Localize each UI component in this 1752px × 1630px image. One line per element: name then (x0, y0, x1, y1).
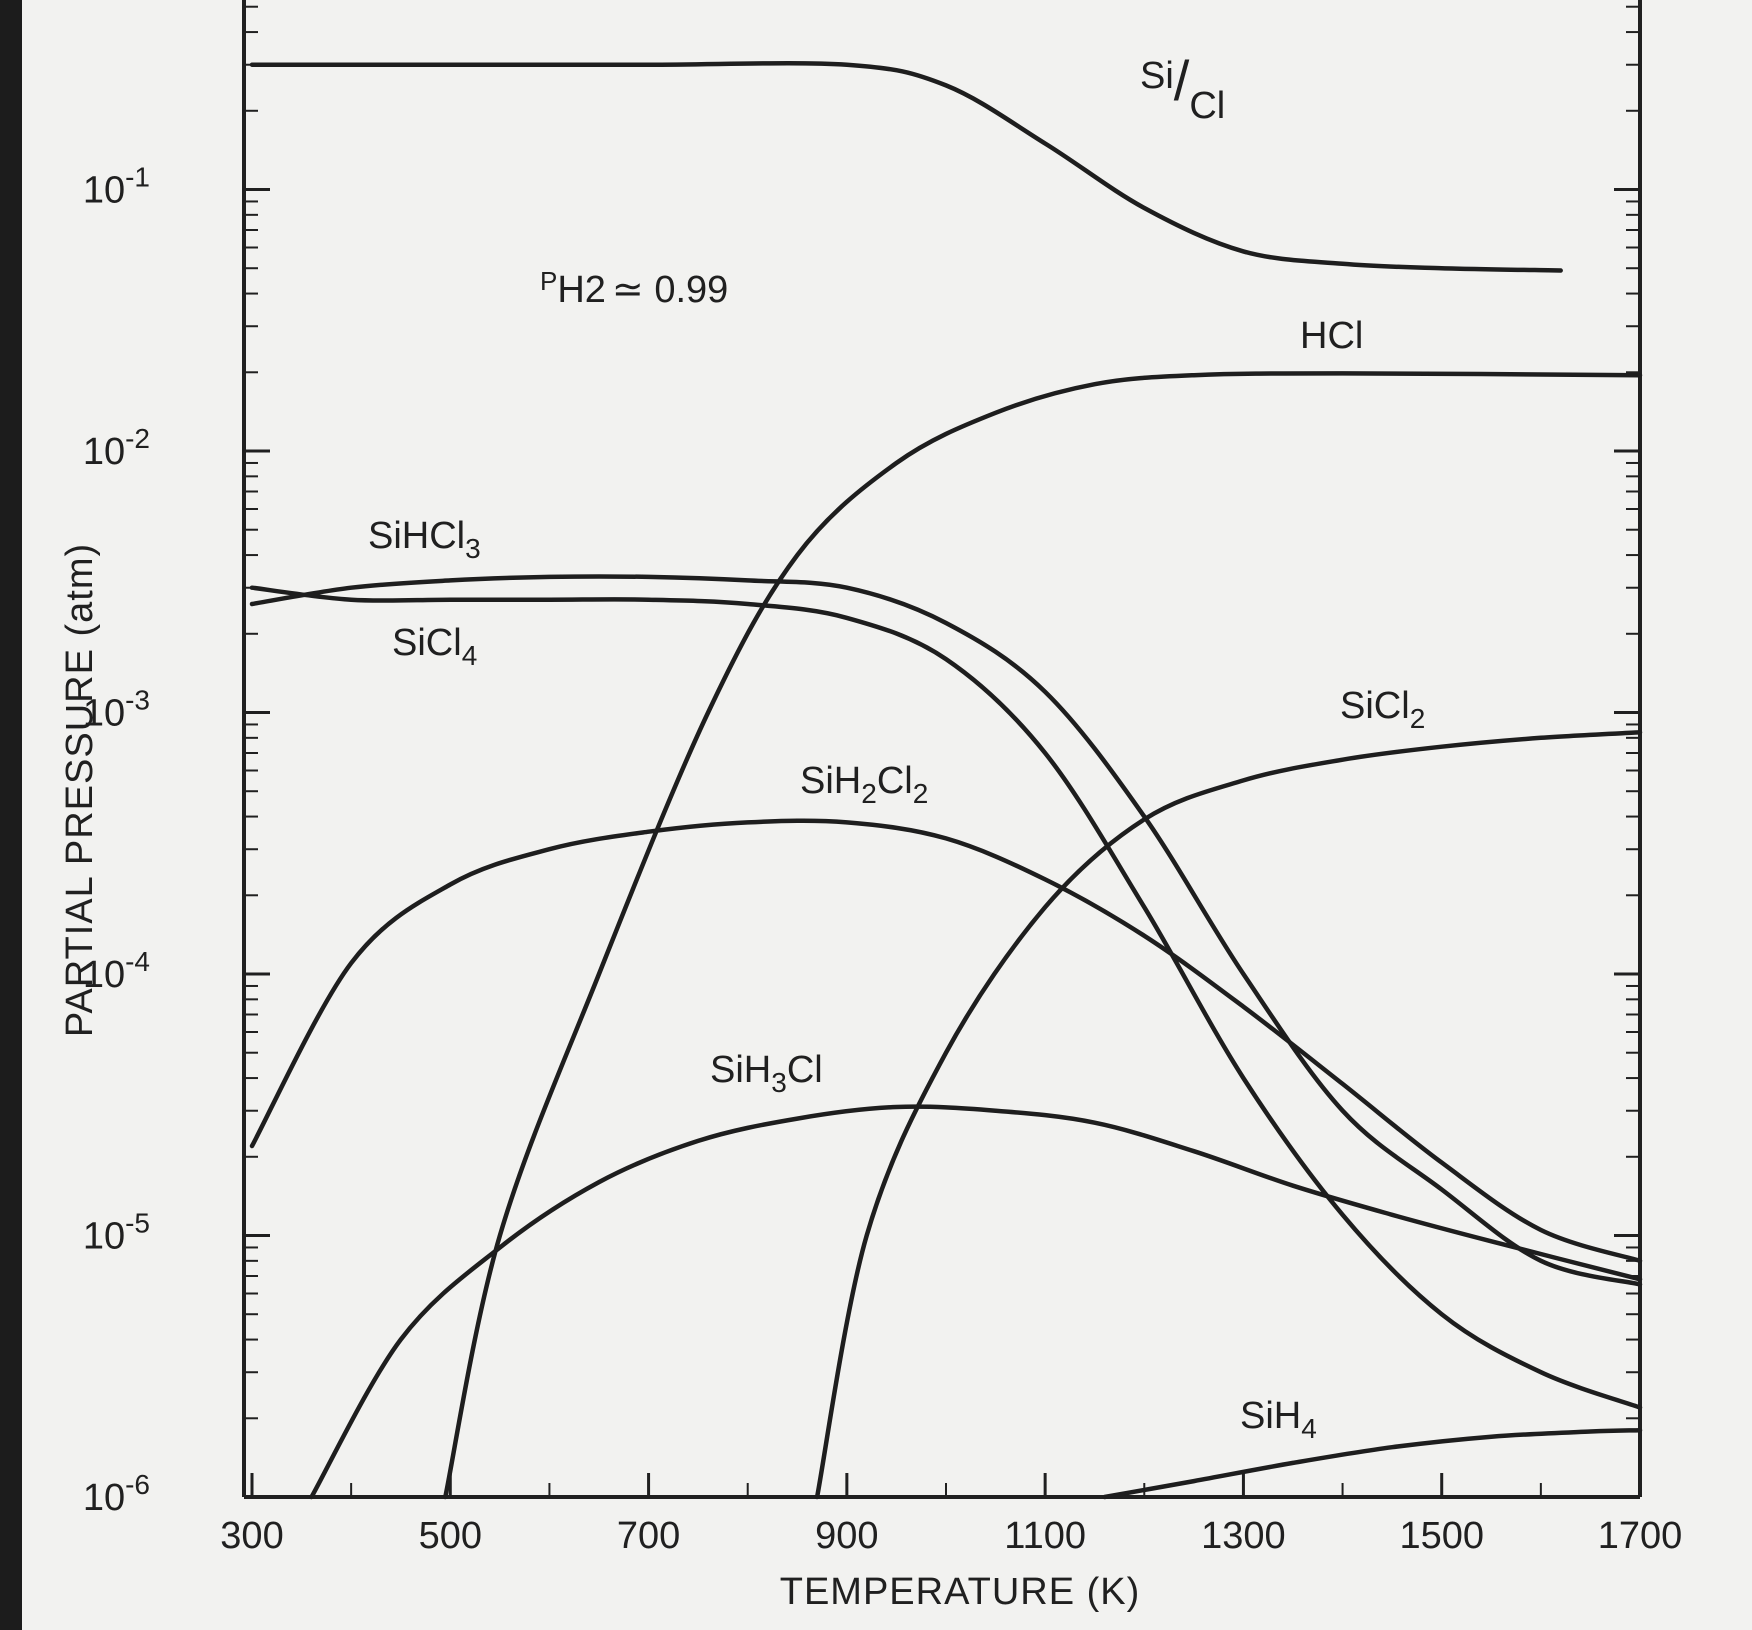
y-tick-label: 10-5 (83, 1208, 150, 1258)
y-tick-label: 10-6 (83, 1469, 150, 1519)
series-si-cl-line (249, 60, 1563, 273)
series-sicl4-label: SiCl4 (392, 622, 477, 671)
series-si-cl-label: Si/Cl (1140, 49, 1225, 127)
x-axis-title: TEMPERATURE (K) (780, 1571, 1141, 1613)
series-sih2cl2-line (249, 818, 1643, 1264)
series-hcl-label: HCl (1300, 315, 1363, 357)
x-tick-label: 500 (419, 1515, 482, 1557)
pressure-annotation: PH2 ≃ 0.99 (540, 266, 728, 311)
series-sihcl3-label: SiHCl3 (368, 515, 481, 564)
figure-scan (22, 0, 1752, 1630)
x-tick-label: 700 (617, 1515, 680, 1557)
x-tick-label: 1100 (1004, 1515, 1086, 1557)
series-sih4-line (1102, 1427, 1643, 1500)
x-tick-label: 1700 (1598, 1515, 1683, 1557)
y-tick-label: 10-2 (83, 423, 150, 473)
series-sih4-label: SiH4 (1240, 1395, 1317, 1444)
series-sih3cl-label: SiH3Cl (710, 1049, 823, 1098)
series-sihcl3-line (249, 574, 1643, 1287)
series-sicl2-line (814, 730, 1643, 1500)
x-tick-label: 300 (220, 1515, 283, 1557)
series-sicl4-line (249, 585, 1643, 1410)
x-tick-label: 900 (815, 1515, 878, 1557)
x-tick-label: 1500 (1399, 1515, 1484, 1557)
y-tick-label: 10-4 (83, 946, 150, 996)
x-tick-label: 1300 (1201, 1515, 1286, 1557)
y-axis-title: PARTIAL PRESSURE (atm) (59, 543, 101, 1037)
series-hcl-line (443, 371, 1643, 1500)
series-sicl2-label: SiCl2 (1340, 685, 1425, 734)
y-tick-label: 10-3 (83, 685, 150, 735)
series-sih3cl-line (309, 1104, 1643, 1500)
series-sih2cl2-label: SiH2Cl2 (800, 760, 928, 809)
y-tick-label: 10-1 (83, 162, 150, 212)
